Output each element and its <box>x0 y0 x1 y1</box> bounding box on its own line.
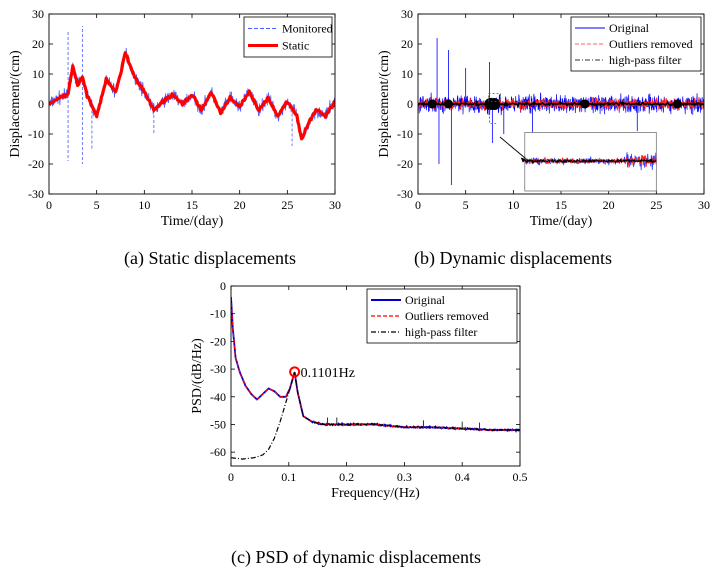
zoom-bracket <box>489 108 497 124</box>
caption-b: (b) Dynamic displacements <box>414 248 612 269</box>
plot-frame-b <box>417 13 705 195</box>
series-high-pass-line <box>418 100 704 108</box>
series-high-pass-line <box>231 371 520 460</box>
legend-entry-a: Static <box>282 39 309 53</box>
chart-panel-c: 0 0.1 0.2 0.3 0.4 0.5 -60 -50 -40 -30 -20 -10 0 Frequ… <box>190 279 528 501</box>
legend-entry-c: Outliers removed <box>405 309 489 323</box>
x-tick-label-b: 10 <box>507 198 519 212</box>
x-tick-label-c: 0.2 <box>339 470 354 484</box>
caption-a: (a) Static displacements <box>124 248 296 269</box>
y-tick-label-a: -20 <box>28 157 44 171</box>
y-tick-label-b: 20 <box>401 37 413 51</box>
plot-frame-a <box>48 13 336 195</box>
x-tick-label-c: 0.5 <box>513 470 528 484</box>
x-tick-label-c: 0.3 <box>397 470 412 484</box>
peak-marker <box>289 366 301 378</box>
x-tick-label-a: 0 <box>46 198 52 212</box>
y-tick-label-c: -20 <box>210 334 226 348</box>
x-axis-label-a: Time/(day) <box>161 214 224 229</box>
x-axis-label-c: Frequency/(Hz) <box>331 486 420 501</box>
series-high-pass-marker <box>580 99 590 109</box>
legend-entry-b: Original <box>609 21 650 35</box>
y-axis-label-a: Displacement/(cm) <box>8 50 23 158</box>
series-static-line <box>49 51 335 141</box>
chart-panel-a: 0 5 10 15 20 25 30 -30 -20 -10 0 10 20 30 Time/(day) Di… <box>8 7 341 229</box>
inset-pointer-arrow <box>499 136 528 160</box>
legend-box-a <box>243 16 333 58</box>
plot-frame-c <box>230 285 521 467</box>
series-original-line <box>231 297 520 433</box>
x-axis-label-b: Time/(day) <box>530 214 593 229</box>
x-tick-label-a: 10 <box>138 198 150 212</box>
y-tick-label-c: -30 <box>210 362 226 376</box>
inset-pointer-head <box>520 157 527 163</box>
x-tick-label-b: 30 <box>698 198 710 212</box>
x-tick-label-c: 0 <box>228 470 234 484</box>
x-tick-label-b: 15 <box>555 198 567 212</box>
y-tick-label-a: 20 <box>32 37 44 51</box>
legend-entry-b: high-pass filter <box>609 53 681 67</box>
series-high-pass-marker <box>427 99 437 109</box>
y-tick-label-c: -60 <box>210 445 226 459</box>
series-high-pass-marker <box>672 99 682 109</box>
legend-entry-a: Monitored <box>282 22 333 36</box>
y-tick-label-c: -50 <box>210 417 226 431</box>
x-tick-label-c: 0.4 <box>455 470 470 484</box>
y-tick-label-b: -20 <box>397 157 413 171</box>
y-tick-label-b: 30 <box>401 7 413 21</box>
y-tick-label-a: 0 <box>38 97 44 111</box>
x-tick-label-b: 0 <box>415 198 421 212</box>
x-tick-label-a: 30 <box>329 198 341 212</box>
y-tick-label-a: -30 <box>28 187 44 201</box>
x-tick-label-a: 5 <box>94 198 100 212</box>
y-tick-label-c: -10 <box>210 307 226 321</box>
series-group-b <box>418 38 704 185</box>
y-tick-label-c: 0 <box>220 279 226 293</box>
x-tick-label-a: 20 <box>234 198 246 212</box>
legend-entry-c: high-pass filter <box>405 325 477 339</box>
y-tick-label-a: 10 <box>32 67 44 81</box>
x-tick-label-b: 25 <box>650 198 662 212</box>
peak-annotation-label: 0.1101Hz <box>301 366 355 381</box>
series-group-a <box>49 26 335 164</box>
x-tick-label-b: 20 <box>603 198 615 212</box>
series-group-c <box>231 297 520 460</box>
y-tick-label-c: -40 <box>210 390 226 404</box>
zoom-region-box <box>488 93 501 102</box>
y-tick-label-b: 10 <box>401 67 413 81</box>
x-tick-label-a: 15 <box>186 198 198 212</box>
x-tick-label-b: 5 <box>463 198 469 212</box>
y-axis-label-b: Displacement/(cm) <box>377 50 392 158</box>
y-tick-label-a: -10 <box>28 127 44 141</box>
y-tick-label-a: 30 <box>32 7 44 21</box>
x-tick-label-a: 25 <box>281 198 293 212</box>
legend-box-b <box>570 16 702 72</box>
y-tick-label-b: -30 <box>397 187 413 201</box>
y-tick-label-b: -10 <box>397 127 413 141</box>
y-axis-label-c: PSD/(dB/Hz) <box>190 338 205 414</box>
legend-entry-c: Original <box>405 293 446 307</box>
caption-c: (c) PSD of dynamic displacements <box>231 547 481 568</box>
x-tick-label-c: 0.1 <box>281 470 296 484</box>
series-high-pass-marker <box>444 99 454 109</box>
series-high-pass-marker <box>488 98 501 110</box>
chart-panel-b: 0 5 10 15 20 25 30 -30 -20 -10 0 10 20 30 Time/(day) Di… <box>377 7 710 229</box>
legend-entry-b: Outliers removed <box>609 37 693 51</box>
inset-series-group <box>524 152 657 171</box>
inset-high-pass-line <box>524 157 657 165</box>
y-tick-label-b: 0 <box>407 97 413 111</box>
